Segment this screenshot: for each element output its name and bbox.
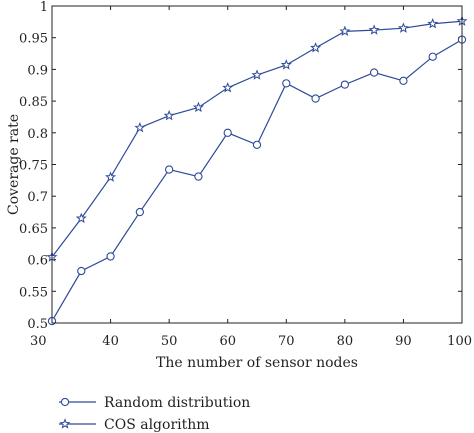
y-tick-label: 0.75 [19, 159, 48, 174]
y-tick-label: 0.95 [19, 32, 48, 47]
data-point-star [75, 212, 87, 224]
y-tick-label: 0.5 [27, 317, 48, 332]
x-tick-label: 60 [219, 334, 236, 349]
x-tick-label: 50 [161, 334, 178, 349]
legend: Random distribution COS algorithm [59, 395, 250, 433]
data-point-circle [282, 79, 291, 88]
data-point-star [280, 59, 292, 70]
legend-marker-circle [60, 397, 70, 407]
data-point-star [192, 101, 204, 113]
x-tick-label: 40 [102, 334, 119, 349]
series-cos-algorithm [46, 15, 468, 262]
series-random-distribution [47, 35, 467, 326]
x-tick-label: 70 [278, 334, 295, 349]
data-point-star [105, 171, 117, 182]
y-axis-ticks: 0.5 0.55 0.6 0.65 0.7 0.75 0.8 0.85 0.9 0.95 1 [19, 0, 462, 332]
y-tick-label: 0.85 [19, 95, 48, 110]
legend-item-random-distribution: Random distribution [59, 395, 250, 411]
data-point-circle [223, 128, 232, 137]
x-tick-label: 30 [30, 334, 47, 349]
data-point-star [251, 69, 263, 80]
legend-label-cos-algorithm: COS algorithm [104, 417, 210, 433]
y-axis-title: Coverage rate [6, 114, 22, 215]
y-tick-label: 0.7 [27, 190, 48, 205]
y-tick-label: 0.6 [27, 254, 48, 269]
data-point-circle [106, 252, 115, 261]
plot-area-frame [51, 5, 463, 324]
legend-item-cos-algorithm: COS algorithm [59, 417, 210, 433]
data-point-circle [252, 140, 262, 149]
data-point-star [397, 22, 409, 33]
series-line [51, 20, 463, 258]
legend-marker-star [59, 418, 71, 429]
data-point-circle [428, 52, 437, 61]
data-point-star [310, 42, 322, 53]
data-point-circle [311, 94, 320, 103]
data-point-circle [399, 76, 408, 85]
data-point-star [368, 24, 380, 35]
y-tick-label: 0.8 [27, 127, 48, 142]
data-point-star [339, 25, 351, 37]
x-axis-ticks: 30 40 50 60 70 80 90 100 [30, 6, 472, 349]
data-point-star [134, 121, 146, 133]
x-tick-label: 90 [395, 334, 412, 349]
data-point-circle [77, 266, 86, 276]
series-layer [46, 15, 468, 326]
data-point-circle [135, 207, 145, 217]
legend-circle-marker [60, 397, 70, 407]
data-point-circle [340, 80, 350, 89]
y-tick-label: 0.55 [19, 285, 48, 300]
x-tick-label: 100 [447, 334, 472, 349]
legend-label-random-distribution: Random distribution [104, 395, 250, 411]
data-point-circle [369, 68, 379, 77]
legend-star-marker [59, 418, 71, 429]
y-tick-label: 1 [40, 0, 48, 15]
y-tick-label: 0.65 [19, 222, 48, 237]
y-tick-label: 0.9 [27, 63, 48, 78]
data-point-circle [194, 172, 203, 181]
data-point-star [222, 82, 234, 93]
data-point-circle [164, 165, 174, 174]
data-point-star [163, 109, 175, 121]
x-tick-label: 80 [337, 334, 354, 349]
data-point-star [427, 17, 439, 29]
x-axis-title: The number of sensor nodes [156, 355, 358, 371]
